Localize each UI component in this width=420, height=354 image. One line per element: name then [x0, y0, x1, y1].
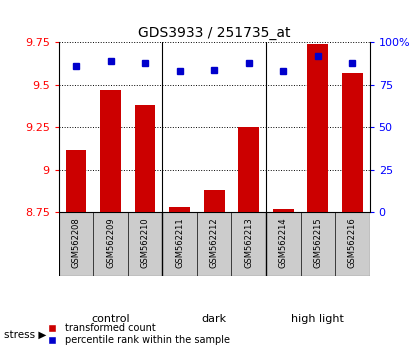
- Legend: transformed count, percentile rank within the sample: transformed count, percentile rank withi…: [39, 319, 234, 349]
- Text: GSM562214: GSM562214: [279, 217, 288, 268]
- Text: GSM562210: GSM562210: [141, 217, 150, 268]
- Bar: [169, 207, 190, 212]
- Bar: [66, 149, 87, 212]
- Text: high light: high light: [291, 314, 344, 324]
- Text: GSM562211: GSM562211: [175, 217, 184, 268]
- Text: GSM562216: GSM562216: [348, 217, 357, 268]
- Bar: [135, 105, 155, 212]
- Title: GDS3933 / 251735_at: GDS3933 / 251735_at: [138, 26, 291, 40]
- Bar: [342, 73, 363, 212]
- Bar: [204, 190, 225, 212]
- Text: GSM562208: GSM562208: [71, 217, 81, 268]
- Text: GSM562215: GSM562215: [313, 217, 322, 268]
- Text: dark: dark: [202, 314, 227, 324]
- Bar: [307, 44, 328, 212]
- Bar: [273, 209, 294, 212]
- Bar: [100, 90, 121, 212]
- Bar: [239, 127, 259, 212]
- Text: control: control: [91, 314, 130, 324]
- Text: GSM562213: GSM562213: [244, 217, 253, 268]
- Text: GSM562212: GSM562212: [210, 217, 219, 268]
- Text: GSM562209: GSM562209: [106, 217, 115, 268]
- Text: stress ▶: stress ▶: [4, 330, 47, 339]
